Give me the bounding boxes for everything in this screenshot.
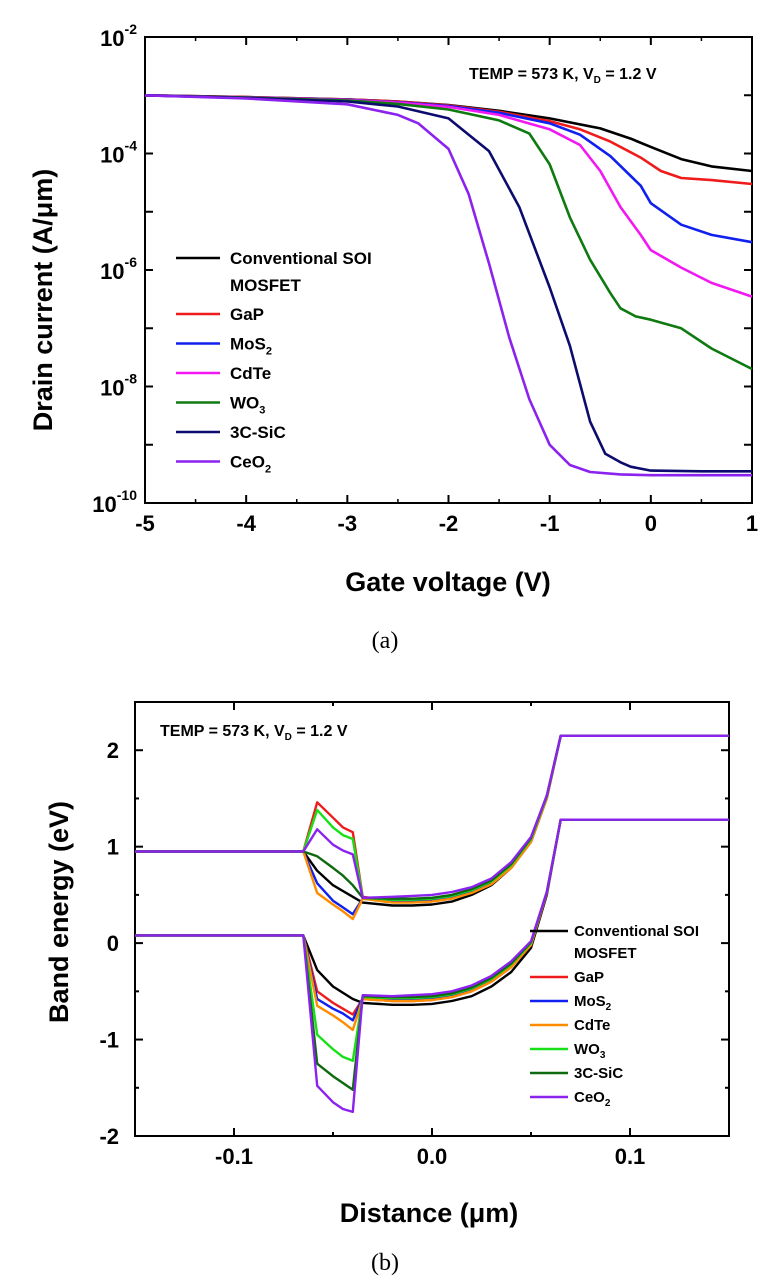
series-group-a (144, 94, 753, 477)
series-line (144, 94, 753, 371)
legend-label: GaP (230, 305, 264, 324)
caption-b: (b) (371, 1250, 399, 1276)
series-line-upper (135, 734, 729, 916)
series-line-upper (135, 734, 729, 899)
legend-label: WO3 (574, 1041, 606, 1061)
temperature-annotation-a: TEMP = 573 K, VD = 1.2 V (469, 66, 657, 86)
x-tick-label: -5 (135, 511, 155, 536)
axes-ticks-a: -5 -4 -3 -2 -1 0 1 10-2 10-4 10-6 10-8 10-10 (92, 21, 758, 536)
x-tick-label: 1 (746, 511, 758, 536)
series-line (144, 94, 752, 473)
temperature-annotation-b: TEMP = 573 K, VD = 1.2 V (160, 723, 348, 743)
y-axis-label-a: Drain current (A/μm) (28, 169, 58, 432)
y-tick-label: -2 (99, 1124, 119, 1149)
legend-label: MoS2 (574, 993, 612, 1013)
x-tick-label: -1 (540, 511, 560, 536)
y-axis-label-b: Band energy (eV) (44, 801, 74, 1023)
series-line-lower (135, 818, 729, 1016)
y-tick-label: 1 (107, 835, 119, 860)
legend-label: 3C-SiC (230, 423, 286, 442)
y-tick-label: 10-2 (100, 21, 137, 51)
x-tick-label: -2 (439, 511, 459, 536)
legend-label: CeO2 (574, 1089, 611, 1109)
legend-label: Conventional SOI (574, 923, 699, 940)
x-tick-label: 0 (645, 511, 657, 536)
legend-a: Conventional SOI MOSFET GaP MoS2 CdTe WO3 3C-S… (176, 249, 372, 476)
legend-label: MoS2 (230, 335, 272, 358)
series-line-upper (135, 734, 729, 902)
series-line (144, 94, 752, 477)
series-line-upper (135, 734, 729, 901)
x-tick-label: -0.1 (215, 1144, 253, 1169)
legend-label: MOSFET (574, 945, 637, 962)
legend-label: 3C-SiC (574, 1065, 623, 1082)
x-tick-label: 0.1 (615, 1144, 646, 1169)
y-tick-label: 0 (107, 931, 119, 956)
legend-label: CdTe (230, 364, 271, 383)
x-tick-label: 0.0 (417, 1144, 448, 1169)
legend-label: MOSFET (230, 276, 301, 295)
legend-label: CdTe (574, 1017, 610, 1034)
series-line-upper (135, 734, 729, 900)
y-tick-label: 10-4 (100, 138, 137, 168)
panel-a-drain-current-chart: -5 -4 -3 -2 -1 0 1 10-2 10-4 10-6 10-8 10-10 Conven… (28, 21, 758, 654)
y-tick-label: 10-8 (100, 371, 137, 401)
x-tick-label: -4 (236, 511, 256, 536)
y-tick-label: 10-10 (92, 487, 137, 517)
series-line-lower (135, 818, 729, 1006)
y-tick-label: 10-6 (100, 254, 137, 284)
caption-a: (a) (372, 628, 399, 654)
legend-b: Conventional SOI MOSFET GaP MoS2 CdTe WO3 3C-S… (530, 923, 699, 1109)
legend-label: Conventional SOI (230, 249, 372, 268)
y-tick-label: 2 (107, 738, 119, 763)
legend-label: GaP (574, 969, 604, 986)
x-tick-label: -3 (338, 511, 358, 536)
y-tick-label: -1 (99, 1028, 119, 1053)
x-axis-label-a: Gate voltage (V) (345, 567, 551, 597)
plot-frame-b (134, 701, 730, 1137)
series-line-lower (135, 818, 729, 1063)
series-line-lower (135, 818, 729, 1114)
series-line-upper (135, 734, 729, 921)
panel-b-band-energy-chart: -0.1 0.0 0.1 2 1 0 -1 -2 Conventional SOI MOSFET… (44, 701, 730, 1276)
axes-ticks-b: -0.1 0.0 0.1 2 1 0 -1 -2 (99, 701, 730, 1169)
series-line-lower (135, 818, 729, 1091)
legend-label: WO3 (230, 394, 265, 417)
series-line-lower (135, 818, 729, 1022)
x-axis-label-b: Distance (μm) (340, 1198, 519, 1228)
series-group-b (135, 734, 729, 1114)
legend-label: CeO2 (230, 453, 271, 476)
